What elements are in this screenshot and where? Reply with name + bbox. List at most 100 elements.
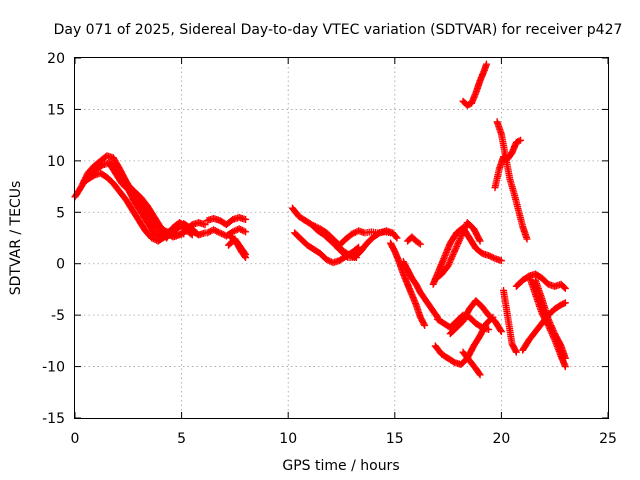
data-point bbox=[237, 226, 245, 234]
data-point bbox=[549, 325, 557, 333]
data-series bbox=[71, 60, 569, 379]
series-arc-30 bbox=[532, 276, 569, 362]
chart-title: Day 071 of 2025, Sidereal Day-to-day VTE… bbox=[54, 22, 623, 38]
data-point bbox=[459, 228, 467, 236]
data-point bbox=[453, 241, 461, 249]
data-point bbox=[448, 252, 456, 260]
y-tick-label: -10 bbox=[42, 360, 65, 376]
data-point bbox=[512, 347, 520, 355]
series-arc-18 bbox=[431, 219, 484, 283]
data-point bbox=[242, 228, 250, 236]
data-point bbox=[232, 226, 240, 234]
data-point bbox=[416, 240, 424, 248]
data-point bbox=[561, 299, 569, 307]
data-point bbox=[485, 251, 493, 259]
data-point bbox=[444, 262, 452, 270]
data-point bbox=[148, 234, 156, 242]
x-tick-label: 25 bbox=[599, 431, 617, 447]
y-tick-label: 15 bbox=[47, 102, 65, 118]
data-point bbox=[420, 320, 428, 328]
data-point bbox=[206, 227, 214, 235]
data-point bbox=[547, 322, 555, 330]
data-point bbox=[458, 230, 466, 238]
data-point bbox=[475, 370, 483, 378]
y-tick-label: 20 bbox=[47, 51, 65, 67]
series-arc-23 bbox=[459, 60, 490, 109]
data-point bbox=[452, 244, 460, 252]
data-point bbox=[461, 223, 469, 231]
data-point bbox=[488, 253, 496, 261]
y-tick-label: -5 bbox=[51, 308, 65, 324]
data-point bbox=[460, 225, 468, 233]
plot-frame bbox=[74, 57, 609, 419]
data-point bbox=[447, 255, 455, 263]
data-point bbox=[489, 254, 497, 262]
axis-ticks bbox=[74, 57, 609, 419]
data-point bbox=[348, 230, 356, 238]
x-tick-label: 0 bbox=[71, 431, 80, 447]
data-point bbox=[213, 227, 221, 235]
data-point bbox=[561, 354, 569, 362]
data-point bbox=[450, 249, 458, 257]
data-point bbox=[497, 257, 505, 265]
data-point bbox=[350, 229, 358, 237]
grid-lines bbox=[75, 58, 608, 418]
x-tick-label: 5 bbox=[177, 431, 186, 447]
data-point bbox=[324, 256, 332, 264]
data-point bbox=[512, 348, 520, 356]
series-arc-13 bbox=[331, 227, 401, 262]
data-point bbox=[326, 257, 334, 265]
series-arc-22 bbox=[459, 348, 484, 379]
data-point bbox=[229, 228, 237, 236]
series-arc-19 bbox=[431, 313, 497, 369]
data-point bbox=[392, 233, 400, 241]
data-point bbox=[560, 283, 568, 291]
data-point bbox=[240, 227, 248, 235]
data-point bbox=[238, 226, 246, 234]
x-tick-label: 20 bbox=[492, 431, 510, 447]
data-point bbox=[546, 320, 554, 328]
series-arc-14 bbox=[387, 239, 429, 329]
data-point bbox=[453, 243, 461, 251]
data-point bbox=[545, 317, 553, 325]
y-tick-label: -15 bbox=[42, 411, 65, 427]
data-point bbox=[455, 238, 463, 246]
data-point bbox=[448, 254, 456, 262]
data-point bbox=[242, 254, 250, 262]
data-point bbox=[242, 215, 250, 223]
series-arc-15 bbox=[399, 258, 441, 321]
data-point bbox=[476, 371, 484, 379]
data-point bbox=[485, 326, 493, 334]
data-point bbox=[351, 228, 359, 236]
data-point bbox=[201, 221, 209, 229]
data-point bbox=[482, 60, 490, 68]
x-axis-label: GPS time / hours bbox=[282, 458, 399, 474]
data-point bbox=[460, 227, 468, 235]
series-arc-20 bbox=[433, 311, 493, 334]
data-point bbox=[323, 256, 331, 264]
data-point bbox=[548, 323, 556, 331]
data-point bbox=[343, 253, 351, 261]
series-arc-16 bbox=[404, 233, 424, 248]
data-point bbox=[454, 239, 462, 247]
data-point bbox=[205, 228, 213, 236]
data-point bbox=[446, 257, 454, 265]
data-point bbox=[497, 326, 505, 334]
x-tick-label: 15 bbox=[386, 431, 404, 447]
y-tick-label: 5 bbox=[56, 205, 65, 221]
data-point bbox=[523, 235, 531, 243]
series-arc-9 bbox=[225, 231, 250, 262]
data-point bbox=[433, 312, 441, 320]
data-point bbox=[451, 246, 459, 254]
series-arc-6 bbox=[203, 213, 250, 229]
x-tick-label: 10 bbox=[279, 431, 297, 447]
data-point bbox=[235, 225, 243, 233]
tick-labels: 0 5 10 15 20 25 -15 -10 -5 0 5 10 15 20 bbox=[42, 51, 617, 447]
y-tick-label: 10 bbox=[47, 154, 65, 170]
data-point bbox=[149, 235, 157, 243]
data-point bbox=[517, 136, 525, 144]
data-point bbox=[210, 226, 218, 234]
series-arc-21 bbox=[446, 297, 505, 338]
data-point bbox=[241, 252, 249, 260]
y-tick-label: 0 bbox=[56, 257, 65, 273]
